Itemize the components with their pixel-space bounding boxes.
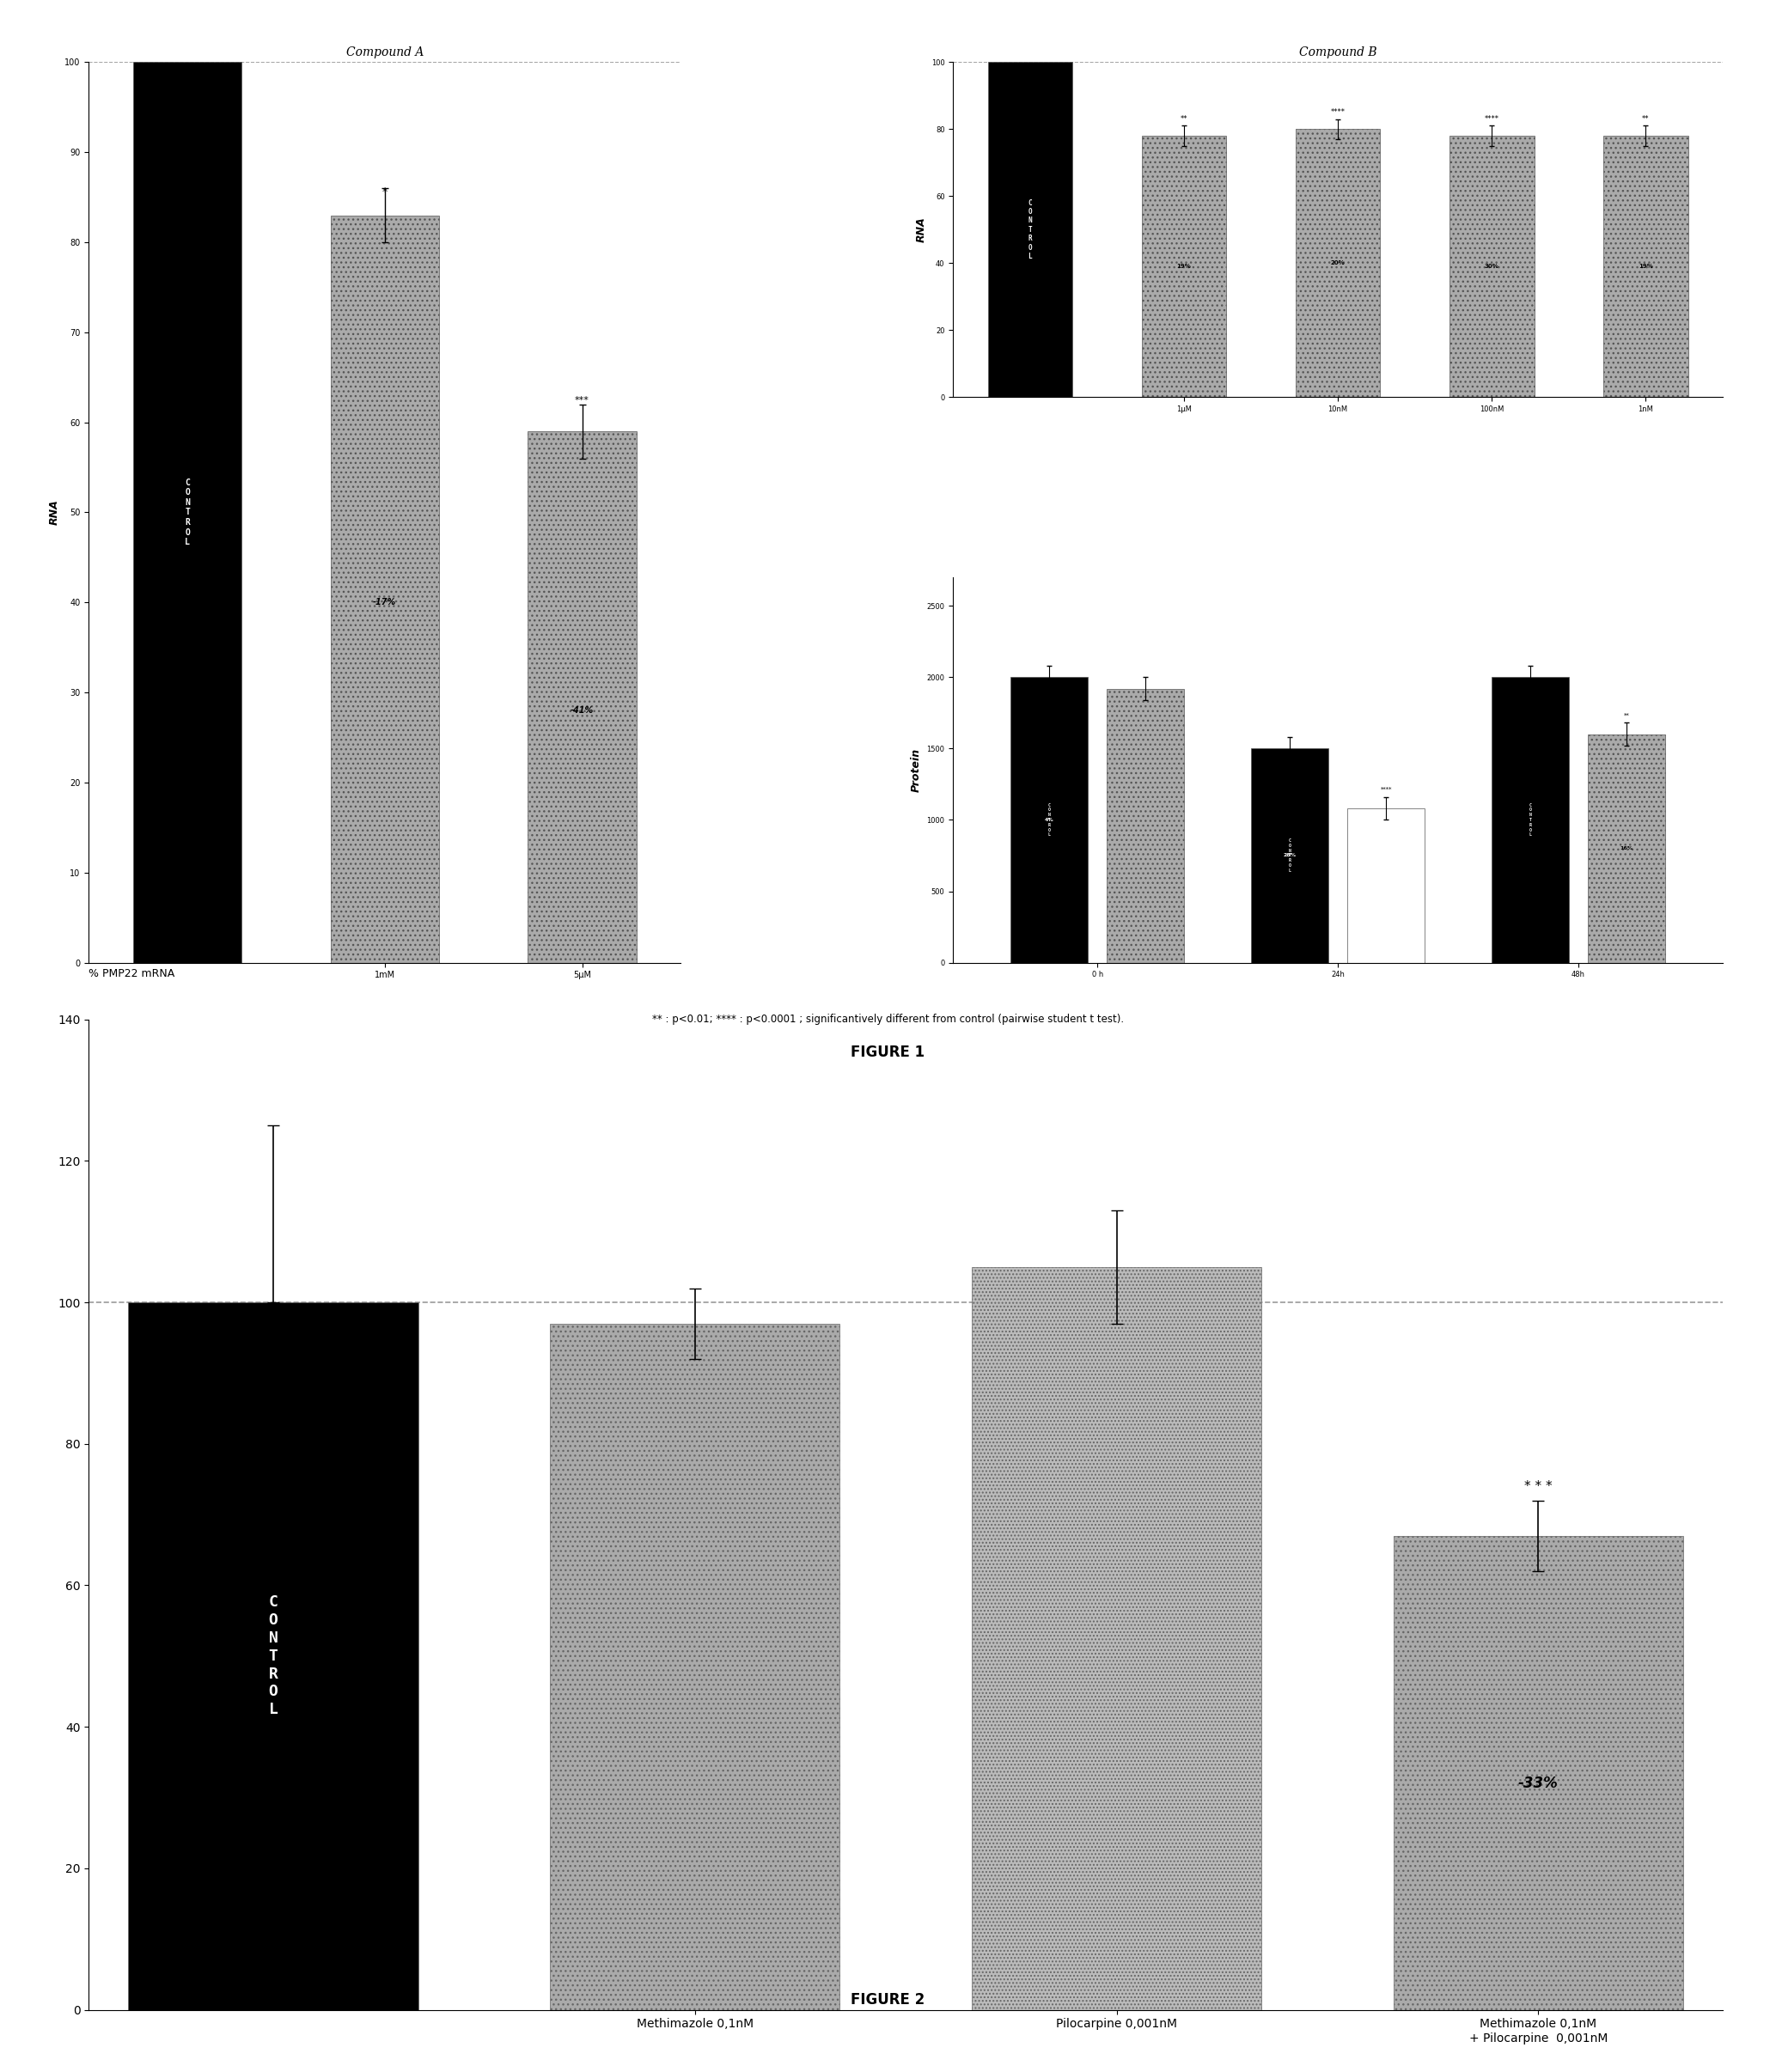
Text: C
O
N
T
R
O
L: C O N T R O L <box>1028 199 1032 261</box>
Bar <box>1492 678 1568 963</box>
Text: 28%: 28% <box>1284 854 1296 858</box>
Bar <box>1348 808 1424 963</box>
Bar <box>1011 678 1087 963</box>
Text: 19%: 19% <box>1177 263 1192 269</box>
Bar <box>1604 137 1687 398</box>
Text: 20%: 20% <box>1330 261 1344 265</box>
Text: ****: **** <box>1485 114 1499 122</box>
Text: *: * <box>382 186 387 197</box>
Text: 30%: 30% <box>1485 263 1499 269</box>
Title: Compound A: Compound A <box>346 48 424 58</box>
Bar <box>1252 748 1328 963</box>
Bar <box>1295 128 1380 398</box>
Bar <box>551 1324 840 2010</box>
Text: % PMP22 mRNA: % PMP22 mRNA <box>89 968 176 980</box>
Bar <box>527 431 636 963</box>
Text: -33%: -33% <box>1518 1776 1558 1790</box>
Text: C
O
N
T
R
O
L: C O N T R O L <box>1529 802 1531 837</box>
Text: FIGURE 1: FIGURE 1 <box>851 1044 925 1061</box>
Text: FIGURE 2: FIGURE 2 <box>851 1991 925 2008</box>
Text: **: ** <box>1623 713 1629 719</box>
Text: -17%: -17% <box>373 599 396 607</box>
Text: **: ** <box>1181 114 1188 122</box>
Text: **: ** <box>1643 114 1650 122</box>
Bar <box>330 215 439 963</box>
Text: * * *: * * * <box>1524 1481 1552 1494</box>
Y-axis label: RNA: RNA <box>915 218 927 242</box>
Text: 4%: 4% <box>1044 818 1053 823</box>
Bar <box>1394 1535 1684 2010</box>
Text: C
O
N
T
R
O
L: C O N T R O L <box>185 479 190 547</box>
Text: 19%: 19% <box>1639 263 1653 269</box>
Bar <box>1142 137 1225 398</box>
Text: ****: **** <box>1380 787 1392 792</box>
Bar <box>987 62 1073 398</box>
Text: C
O
N
T
R
O
L: C O N T R O L <box>1048 802 1051 837</box>
Y-axis label: RNA: RNA <box>48 499 60 524</box>
Text: ** : p<0.01; **** : p<0.0001 ; significantively different from control (pairwise: ** : p<0.01; **** : p<0.0001 ; significa… <box>652 1013 1124 1026</box>
Bar <box>971 1266 1261 2010</box>
Bar <box>1106 688 1185 963</box>
Bar <box>1449 137 1534 398</box>
Text: ***: *** <box>575 396 590 404</box>
Text: ****: **** <box>1330 108 1344 116</box>
Y-axis label: Protein: Protein <box>911 748 922 792</box>
Bar <box>1588 733 1664 963</box>
Text: C
O
N
T
R
O
L: C O N T R O L <box>268 1595 279 1718</box>
Bar <box>128 1303 417 2010</box>
Text: C
O
N
T
R
O
L: C O N T R O L <box>1289 839 1291 872</box>
Text: -41%: -41% <box>570 707 593 715</box>
Text: 16%: 16% <box>1620 845 1632 852</box>
Bar <box>133 62 242 963</box>
Title: Compound B: Compound B <box>1298 48 1376 58</box>
